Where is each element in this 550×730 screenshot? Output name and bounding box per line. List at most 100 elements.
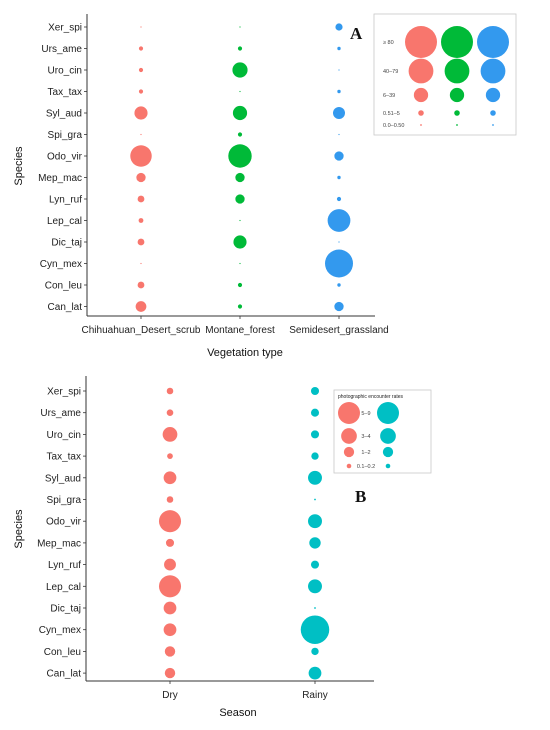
a-y-tick-label: Mep_mac [38, 173, 82, 184]
b-legend-label: 0.1–0.2 [357, 464, 375, 470]
a-x-tick-label: Montane_forest [205, 325, 275, 336]
a-bubble-xer-spi-2 [335, 23, 343, 31]
b-bubble-can-lat-0 [164, 667, 176, 679]
b-legend-label: 1–2 [361, 450, 370, 456]
b-y-tick-label: Con_leu [44, 647, 81, 658]
a-bubble-cyn-mex-2 [325, 249, 353, 278]
b-bubble-mep-mac-1 [309, 537, 321, 549]
a-bubble-dic-taj-2 [338, 241, 340, 243]
b-y-tick-label: Tax_tax [47, 452, 81, 463]
b-bubble-lep-cal-0 [158, 575, 182, 598]
a-bubble-lep-cal-1 [239, 219, 241, 222]
a-y-tick-label: Urs_ame [41, 44, 82, 55]
b-bubble-can-lat-1 [308, 666, 322, 680]
b-panel-letter: B [355, 487, 366, 506]
a-bubble-cyn-mex-1 [239, 262, 241, 265]
b-y-tick-label: Can_lat [47, 669, 82, 680]
a-legend-bubble [485, 87, 501, 103]
b-bubble-lyn-ruf-1 [310, 560, 320, 569]
b-legend-bubble [343, 446, 355, 458]
b-x-axis-title: Season [219, 707, 256, 719]
b-legend-title: photographic encounter rates [338, 394, 404, 400]
a-x-axis-title: Vegetation type [207, 347, 283, 359]
a-y-tick-label: Tax_tax [48, 87, 82, 98]
b-legend-label: 3–4 [361, 434, 370, 440]
a-bubble-cyn-mex-0 [140, 262, 142, 265]
a-y-tick-label: Cyn_mex [40, 259, 82, 270]
b-legend-bubble [338, 402, 360, 424]
a-bubble-syl-aud-1 [232, 105, 248, 121]
b-bubble-urs-ame-1 [310, 408, 320, 417]
b-y-tick-label: Urs_ame [40, 408, 81, 419]
a-y-tick-label: Can_lat [48, 302, 83, 313]
a-bubble-mep-mac-0 [136, 172, 146, 183]
a-bubble-tax-tax-1 [239, 90, 241, 93]
a-bubble-can-lat-1 [237, 304, 243, 309]
b-y-tick-label: Xer_spi [47, 387, 81, 398]
a-bubble-odo-vir-2 [334, 151, 344, 161]
a-bubble-lyn-ruf-0 [137, 195, 145, 203]
a-legend: ≥ 80 40–79 6–39 0.51–5 0.0–0.50 [373, 13, 517, 136]
a-y-tick-label: Syl_aud [46, 109, 82, 120]
b-bubble-uro-cin-1 [310, 430, 320, 439]
a-y-axis-title: Species [13, 146, 25, 186]
b-x-tick-label: Dry [162, 690, 178, 701]
panel-a: Xer_spi Urs_ame Uro_cin Tax_tax Syl_aud Spi_g… [13, 13, 517, 359]
a-bubble-urs-ame-2 [337, 46, 341, 51]
a-bubble-con-leu-2 [337, 283, 341, 287]
b-bubble-mep-mac-0 [165, 538, 175, 547]
a-x-tick-label: Semidesert_grassland [289, 325, 389, 336]
a-legend-bubble [413, 87, 429, 103]
a-bubble-dic-taj-0 [137, 238, 145, 246]
a-y-tick-label: Con_leu [45, 281, 82, 292]
b-y-tick-label: Lyn_ruf [48, 560, 81, 571]
a-legend-bubble [420, 124, 422, 126]
a-x-tick-label: Chihuahuan_Desert_scrub [82, 325, 201, 336]
b-bubble-xer-spi-0 [166, 387, 174, 395]
b-bubble-tax-tax-1 [311, 452, 319, 460]
a-bubble-lep-cal-0 [138, 218, 144, 223]
b-y-tick-label: Cyn_mex [39, 625, 81, 636]
a-bubble-lyn-ruf-2 [336, 196, 342, 202]
a-bubble-syl-aud-2 [333, 107, 345, 119]
a-legend-bubble [480, 58, 506, 84]
b-bubble-odo-vir-1 [308, 514, 322, 529]
a-legend-label: 40–79 [383, 69, 398, 75]
a-bubble-mep-mac-2 [337, 175, 341, 180]
b-y-tick-label: Syl_aud [45, 473, 81, 484]
a-legend-label: ≥ 80 [383, 40, 394, 46]
a-bubble-odo-vir-0 [130, 145, 152, 167]
b-bubble-dic-taj-1 [314, 607, 316, 609]
a-bubble-dic-taj-1 [233, 235, 247, 249]
b-bubble-syl-aud-0 [163, 471, 177, 485]
a-y-tick-label: Xer_spi [48, 23, 82, 34]
a-bubble-urs-ame-1 [237, 46, 243, 51]
b-legend-bubble [377, 402, 399, 424]
a-panel-letter: A [350, 24, 363, 43]
b-bubble-xer-spi-1 [310, 386, 320, 396]
a-bubble-urs-ame-0 [138, 46, 144, 51]
a-legend-bubble [444, 58, 470, 84]
a-bubble-can-lat-2 [334, 301, 344, 312]
b-bubble-odo-vir-0 [158, 510, 182, 533]
a-bubble-lyn-ruf-1 [235, 194, 245, 204]
b-y-tick-label: Odo_vir [46, 517, 82, 528]
a-bubble-can-lat-0 [135, 301, 147, 312]
b-y-tick-label: Uro_cin [47, 430, 81, 441]
a-y-tick-label: Spi_gra [48, 130, 83, 141]
b-bubble-con-leu-1 [311, 647, 319, 656]
b-y-tick-label: Lep_cal [46, 582, 81, 593]
a-bubble-con-leu-0 [137, 281, 145, 289]
b-bubble-lep-cal-1 [308, 579, 322, 594]
b-bubble-spi-gra-1 [314, 498, 316, 501]
a-bubble-uro-cin-1 [232, 62, 248, 78]
b-legend-bubble [382, 446, 394, 458]
b-legend-bubble [385, 463, 391, 469]
a-legend-bubble [408, 58, 434, 84]
a-legend-bubble [405, 26, 437, 58]
a-bubble-xer-spi-0 [140, 26, 142, 28]
a-legend-label: 0.51–5 [383, 111, 400, 117]
a-bubble-uro-cin-0 [138, 67, 144, 73]
a-y-tick-label: Odo_vir [47, 152, 83, 163]
b-bubble-tax-tax-0 [167, 453, 173, 459]
